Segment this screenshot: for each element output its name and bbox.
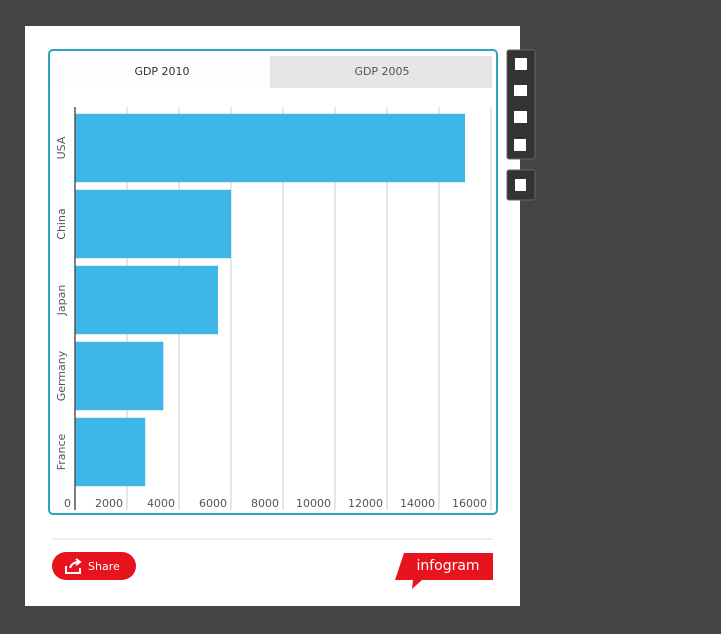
- tab-label[interactable]: GDP 2005: [354, 65, 409, 78]
- grid-icon[interactable]: [515, 58, 527, 70]
- bar: [75, 417, 146, 487]
- x-tick-label: 16000: [452, 497, 487, 510]
- bar: [75, 265, 218, 335]
- toolbar-icons: [514, 58, 527, 151]
- x-tick-label: 6000: [199, 497, 227, 510]
- y-tick-label: Germany: [55, 350, 68, 401]
- y-tick-label: USA: [55, 136, 68, 159]
- x-tick-label: 10000: [296, 497, 331, 510]
- tab-label[interactable]: GDP 2010: [134, 65, 189, 78]
- bar: [75, 113, 465, 183]
- x-tick-label: 2000: [95, 497, 123, 510]
- y-tick-label: France: [55, 433, 68, 470]
- plot: 0 2000 4000 6000 8000 10000 12000 14000 16000 USA…: [55, 107, 492, 510]
- x-tick-label: 8000: [251, 497, 279, 510]
- brand-name[interactable]: infogram: [416, 558, 479, 574]
- swap-icon[interactable]: [514, 85, 527, 96]
- toolbar: [506, 49, 536, 160]
- share-icon: [65, 558, 82, 574]
- delete-icon[interactable]: [515, 179, 526, 191]
- bar: [75, 189, 231, 259]
- tab-active[interactable]: [55, 56, 270, 88]
- copy-icon[interactable]: [514, 139, 526, 151]
- y-tick-label: China: [55, 208, 68, 239]
- bar: [75, 341, 164, 411]
- download-icon[interactable]: [514, 111, 527, 123]
- tab[interactable]: [270, 56, 492, 88]
- y-tick-label: Japan: [55, 285, 68, 317]
- x-tick-label: 12000: [348, 497, 383, 510]
- x-tick-label: 0: [64, 497, 71, 510]
- brand-logo[interactable]: [395, 553, 493, 589]
- share-label[interactable]: Share: [88, 560, 120, 573]
- x-tick-label: 4000: [147, 497, 175, 510]
- x-tick-label: 14000: [400, 497, 435, 510]
